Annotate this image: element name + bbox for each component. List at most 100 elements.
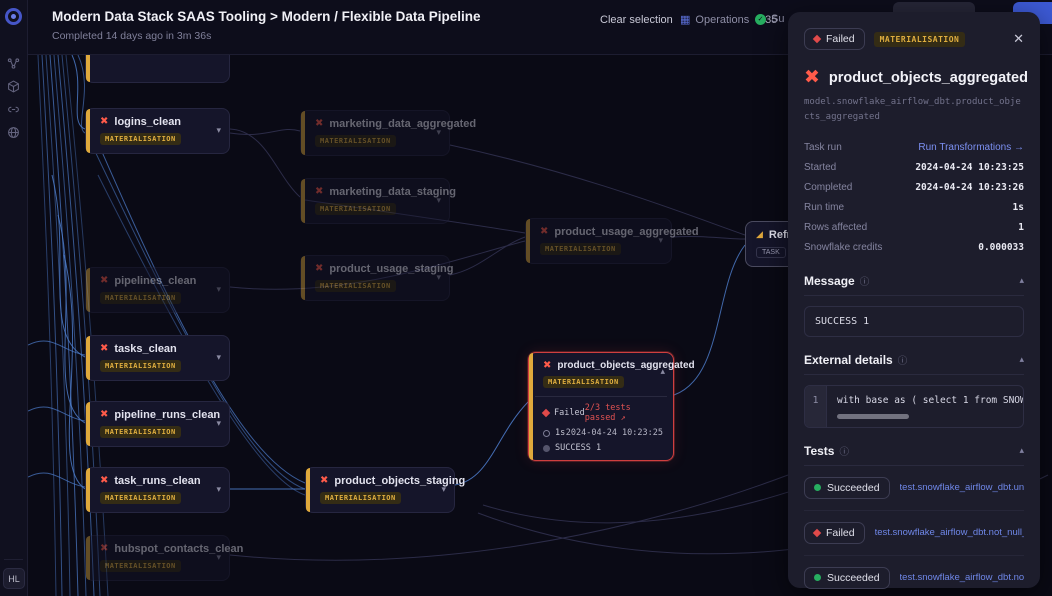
dag-node-pipeline-runs-clean[interactable]: ✖ pipeline_runs_clean ▾ MATERIALISATION <box>85 401 230 447</box>
globe-icon[interactable] <box>7 126 20 139</box>
node-label: pipelines_clean <box>114 275 197 287</box>
materialisation-badge: MATERIALISATION <box>873 31 966 47</box>
materialisation-badge: MATERIALISATION <box>100 426 181 438</box>
chevron-down-icon[interactable]: ▾ <box>436 128 441 138</box>
chevron-down-icon[interactable]: ▾ <box>216 553 221 563</box>
pipeline-graph-icon[interactable] <box>7 57 20 70</box>
user-avatar[interactable]: HL <box>3 568 25 589</box>
failed-diamond-icon <box>541 408 551 418</box>
success-filter[interactable]: ✓ Su <box>755 13 784 25</box>
app-logo[interactable] <box>5 8 22 25</box>
chevron-down-icon[interactable]: ▾ <box>658 236 663 246</box>
test-status-text: Succeeded <box>827 481 880 494</box>
sidebar: HL <box>0 0 28 596</box>
test-status-text: Failed <box>826 526 855 539</box>
grid-icon: ▦ <box>680 13 691 26</box>
node-timestamp: 2024-04-24 10:23:25 <box>565 428 663 438</box>
test-link[interactable]: test.snowflake_airflow_dbt.not_null_pr <box>874 527 1024 539</box>
chevron-up-icon[interactable]: ▴ <box>660 367 665 377</box>
close-icon[interactable]: ✕ <box>1013 31 1024 47</box>
chevron-down-icon[interactable]: ▾ <box>436 273 441 283</box>
detail-label: Started <box>804 162 837 174</box>
message-content: SUCCESS 1 <box>804 305 1024 337</box>
detail-value: 2024-04-24 10:23:26 <box>915 182 1024 194</box>
dag-node-pipelines-clean[interactable]: ✖ pipelines_clean ▾ MATERIALISATION <box>85 267 230 313</box>
detail-row-snowflake-credits: Snowflake credits 0.000033 <box>804 238 1024 258</box>
materialisation-badge: MATERIALISATION <box>100 492 181 504</box>
integrations-cube-icon[interactable] <box>7 80 20 93</box>
node-label: product_usage_staging <box>329 263 454 275</box>
node-label: product_objects_staging <box>334 475 466 487</box>
dag-node-product-usage-aggregated[interactable]: ✖ product_usage_aggregated ▾ MATERIALISA… <box>525 218 699 264</box>
collapse-icon[interactable]: ▴ <box>1019 354 1024 365</box>
detail-value: 1 <box>1018 222 1024 234</box>
dag-node-task-runs-clean[interactable]: ✖ task_runs_clean ▾ MATERIALISATION <box>85 467 230 513</box>
line-number: 1 <box>805 385 827 427</box>
detail-label: Snowflake credits <box>804 242 883 254</box>
detail-row-completed: Completed 2024-04-24 10:23:26 <box>804 178 1024 198</box>
dbt-icon: ✖ <box>100 116 109 127</box>
node-status: Failed <box>554 408 585 418</box>
sidebar-divider <box>4 559 23 560</box>
materialisation-badge: MATERIALISATION <box>315 280 396 292</box>
dag-node-product-objects-staging[interactable]: ✖ product_objects_staging ▾ MATERIALISAT… <box>305 467 465 513</box>
chevron-down-icon[interactable]: ▾ <box>436 196 441 206</box>
task-type-badge: TASK <box>756 247 786 258</box>
sql-code-block: 1 with base as ( select 1 from SNOWFLAKE <box>804 384 1024 428</box>
dag-node-product-usage-staging[interactable]: ✖ product_usage_staging ▾ MATERIALISATIO… <box>300 255 454 301</box>
node-divider <box>535 396 667 397</box>
info-icon[interactable]: ⓘ <box>859 276 870 288</box>
dag-node-hubspot-contacts-clean[interactable]: ✖ hubspot_contacts_clean ▾ MATERIALISATI… <box>85 535 243 581</box>
chevron-down-icon[interactable]: ▾ <box>216 419 221 429</box>
node-label: product_objects_aggregated <box>557 360 695 371</box>
chevron-down-icon[interactable]: ▾ <box>216 353 221 363</box>
dag-node-marketing-data-aggregated[interactable]: ✖ marketing_data_aggregated ▾ MATERIALIS… <box>300 110 476 156</box>
test-link[interactable]: test.snowflake_airflow_dbt.not_null_pr <box>899 572 1024 584</box>
run-transformations-link[interactable]: Run Transformations → <box>918 142 1024 154</box>
dbt-icon: ✖ <box>543 359 552 371</box>
info-icon[interactable]: ⓘ <box>839 446 849 458</box>
tests-summary-link[interactable]: 2/3 tests passed ↗ <box>584 403 631 423</box>
failed-diamond-icon <box>812 34 822 44</box>
detail-row-run-time: Run time 1s <box>804 198 1024 218</box>
test-status-badge: Succeeded <box>804 476 890 499</box>
detail-value: 1s <box>1012 202 1024 214</box>
node-runtime: 1s <box>555 428 566 438</box>
dag-node-tasks-clean[interactable]: ✖ tasks_clean ▾ MATERIALISATION <box>85 335 230 381</box>
clear-selection-button[interactable]: Clear selection <box>600 14 673 26</box>
powerbi-chart-icon: ◢ <box>756 230 763 240</box>
detail-label: Rows affected <box>804 222 868 234</box>
dag-node-product-objects-aggregated-selected[interactable]: ✖ product_objects_aggregated ▴ MATERIALI… <box>528 352 695 461</box>
check-icon: ✓ <box>755 13 766 25</box>
connections-link-icon[interactable] <box>7 103 20 116</box>
collapse-icon[interactable]: ▴ <box>1019 275 1024 286</box>
materialisation-badge: MATERIALISATION <box>320 492 401 504</box>
status-badge: Failed <box>804 28 865 50</box>
materialisation-badge: MATERIALISATION <box>100 360 181 372</box>
operations-label: Operations <box>695 13 750 26</box>
materialisation-badge: MATERIALISATION <box>543 376 624 388</box>
materialisation-badge: MATERIALISATION <box>315 203 396 215</box>
node-label: tasks_clean <box>114 343 177 355</box>
dbt-icon: ✖ <box>100 543 109 554</box>
dag-node-marketing-data-staging[interactable]: ✖ marketing_data_staging ▾ MATERIALISATI… <box>300 178 456 224</box>
chevron-down-icon[interactable]: ▾ <box>216 285 221 295</box>
run-status-subtitle: Completed 14 days ago in 3m 36s <box>52 30 212 42</box>
dag-node-logins-clean[interactable]: ✖ logins_clean ▾ MATERIALISATION <box>85 108 230 154</box>
chevron-down-icon[interactable]: ▾ <box>216 485 221 495</box>
chevron-down-icon[interactable]: ▾ <box>441 485 446 495</box>
chevron-down-icon[interactable]: ▾ <box>216 126 221 136</box>
test-row: Succeeded test.snowflake_airflow_dbt.uni… <box>804 466 1024 511</box>
tests-section: Tests ⓘ ▴ Succeeded test.snowflake_airfl… <box>804 444 1024 596</box>
node-label: product_usage_aggregated <box>554 226 699 238</box>
collapse-icon[interactable]: ▴ <box>1019 445 1024 456</box>
test-link[interactable]: test.snowflake_airflow_dbt.unique_pro <box>899 482 1024 494</box>
detail-row-task-run: Task run Run Transformations → <box>804 138 1024 158</box>
dbt-icon: ✖ <box>100 475 109 486</box>
test-status-text: Succeeded <box>827 571 880 584</box>
node-label: pipeline_runs_clean <box>114 409 221 421</box>
dbt-icon: ✖ <box>100 275 109 286</box>
operations-filter[interactable]: ▦ Operations • 35 <box>680 13 777 26</box>
info-icon[interactable]: ⓘ <box>897 355 908 367</box>
horizontal-scrollbar[interactable] <box>837 413 909 419</box>
